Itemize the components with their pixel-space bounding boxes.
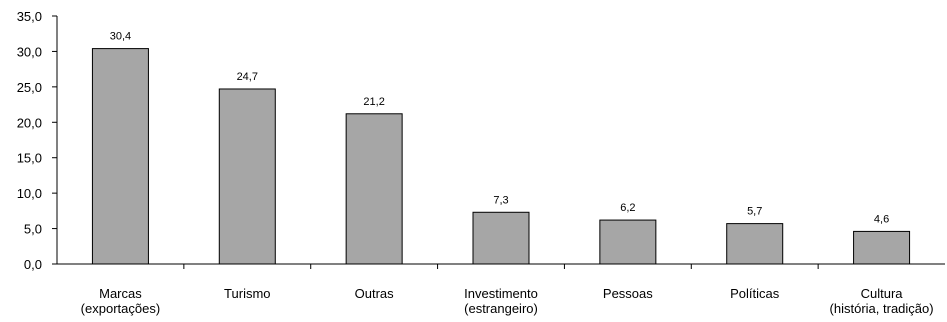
- x-category-label-line: Outras: [355, 286, 395, 301]
- y-tick-label: 15,0: [17, 151, 42, 166]
- y-tick-label: 30,0: [17, 44, 42, 59]
- bar: [853, 230, 911, 265]
- y-tick-label: 25,0: [17, 80, 42, 95]
- data-label: 4,6: [874, 213, 889, 225]
- bar: [218, 88, 276, 265]
- y-tick-label: 20,0: [17, 115, 42, 130]
- x-category-label: Cultura (história, tradição): [830, 286, 934, 316]
- x-category-label: Pessoas: [603, 286, 653, 301]
- y-tick-label: 5,0: [24, 222, 42, 237]
- x-category-label: Investimento (estrangeiro): [464, 286, 538, 316]
- x-category-label: Políticas: [730, 286, 780, 301]
- x-category-label-line: (estrangeiro): [464, 301, 538, 316]
- x-category-label-line: Pessoas: [603, 286, 653, 301]
- bar: [345, 113, 403, 265]
- data-label: 21,2: [363, 96, 384, 108]
- y-tick-label: 0,0: [24, 257, 42, 272]
- data-label: 24,7: [237, 71, 258, 83]
- x-category-label: Turismo: [224, 286, 270, 301]
- bar: [726, 223, 784, 265]
- bar: [472, 211, 530, 265]
- bar: [91, 48, 149, 265]
- data-labels: 30,4 24,7 21,2 7,3 6,2 5,7 4,6: [110, 31, 890, 226]
- x-category-label-line: Investimento: [464, 286, 538, 301]
- data-label: 6,2: [620, 202, 635, 214]
- data-label: 7,3: [493, 194, 508, 206]
- x-category-label-line: Políticas: [730, 286, 780, 301]
- x-category-label: Marcas (exportações): [81, 286, 160, 316]
- y-tick-label: 10,0: [17, 186, 42, 201]
- x-axis-labels: Marcas (exportações) Turismo Outras Investim…: [81, 286, 934, 316]
- data-label: 30,4: [110, 31, 131, 43]
- x-category-label-line: Turismo: [224, 286, 270, 301]
- y-tick-label: 35,0: [17, 9, 42, 24]
- x-category-label-line: Marcas: [99, 286, 142, 301]
- x-category-label: Outras: [355, 286, 395, 301]
- bar: [599, 219, 657, 265]
- bars: [91, 48, 911, 265]
- data-label: 5,7: [747, 206, 762, 218]
- x-category-label-line: (exportações): [81, 301, 160, 316]
- x-category-label-line: Cultura: [861, 286, 904, 301]
- x-category-label-line: (história, tradição): [830, 301, 934, 316]
- y-axis-ticks: 0,0 5,0 10,0 15,0 20,0 25,0 30,0 35,0: [17, 9, 57, 272]
